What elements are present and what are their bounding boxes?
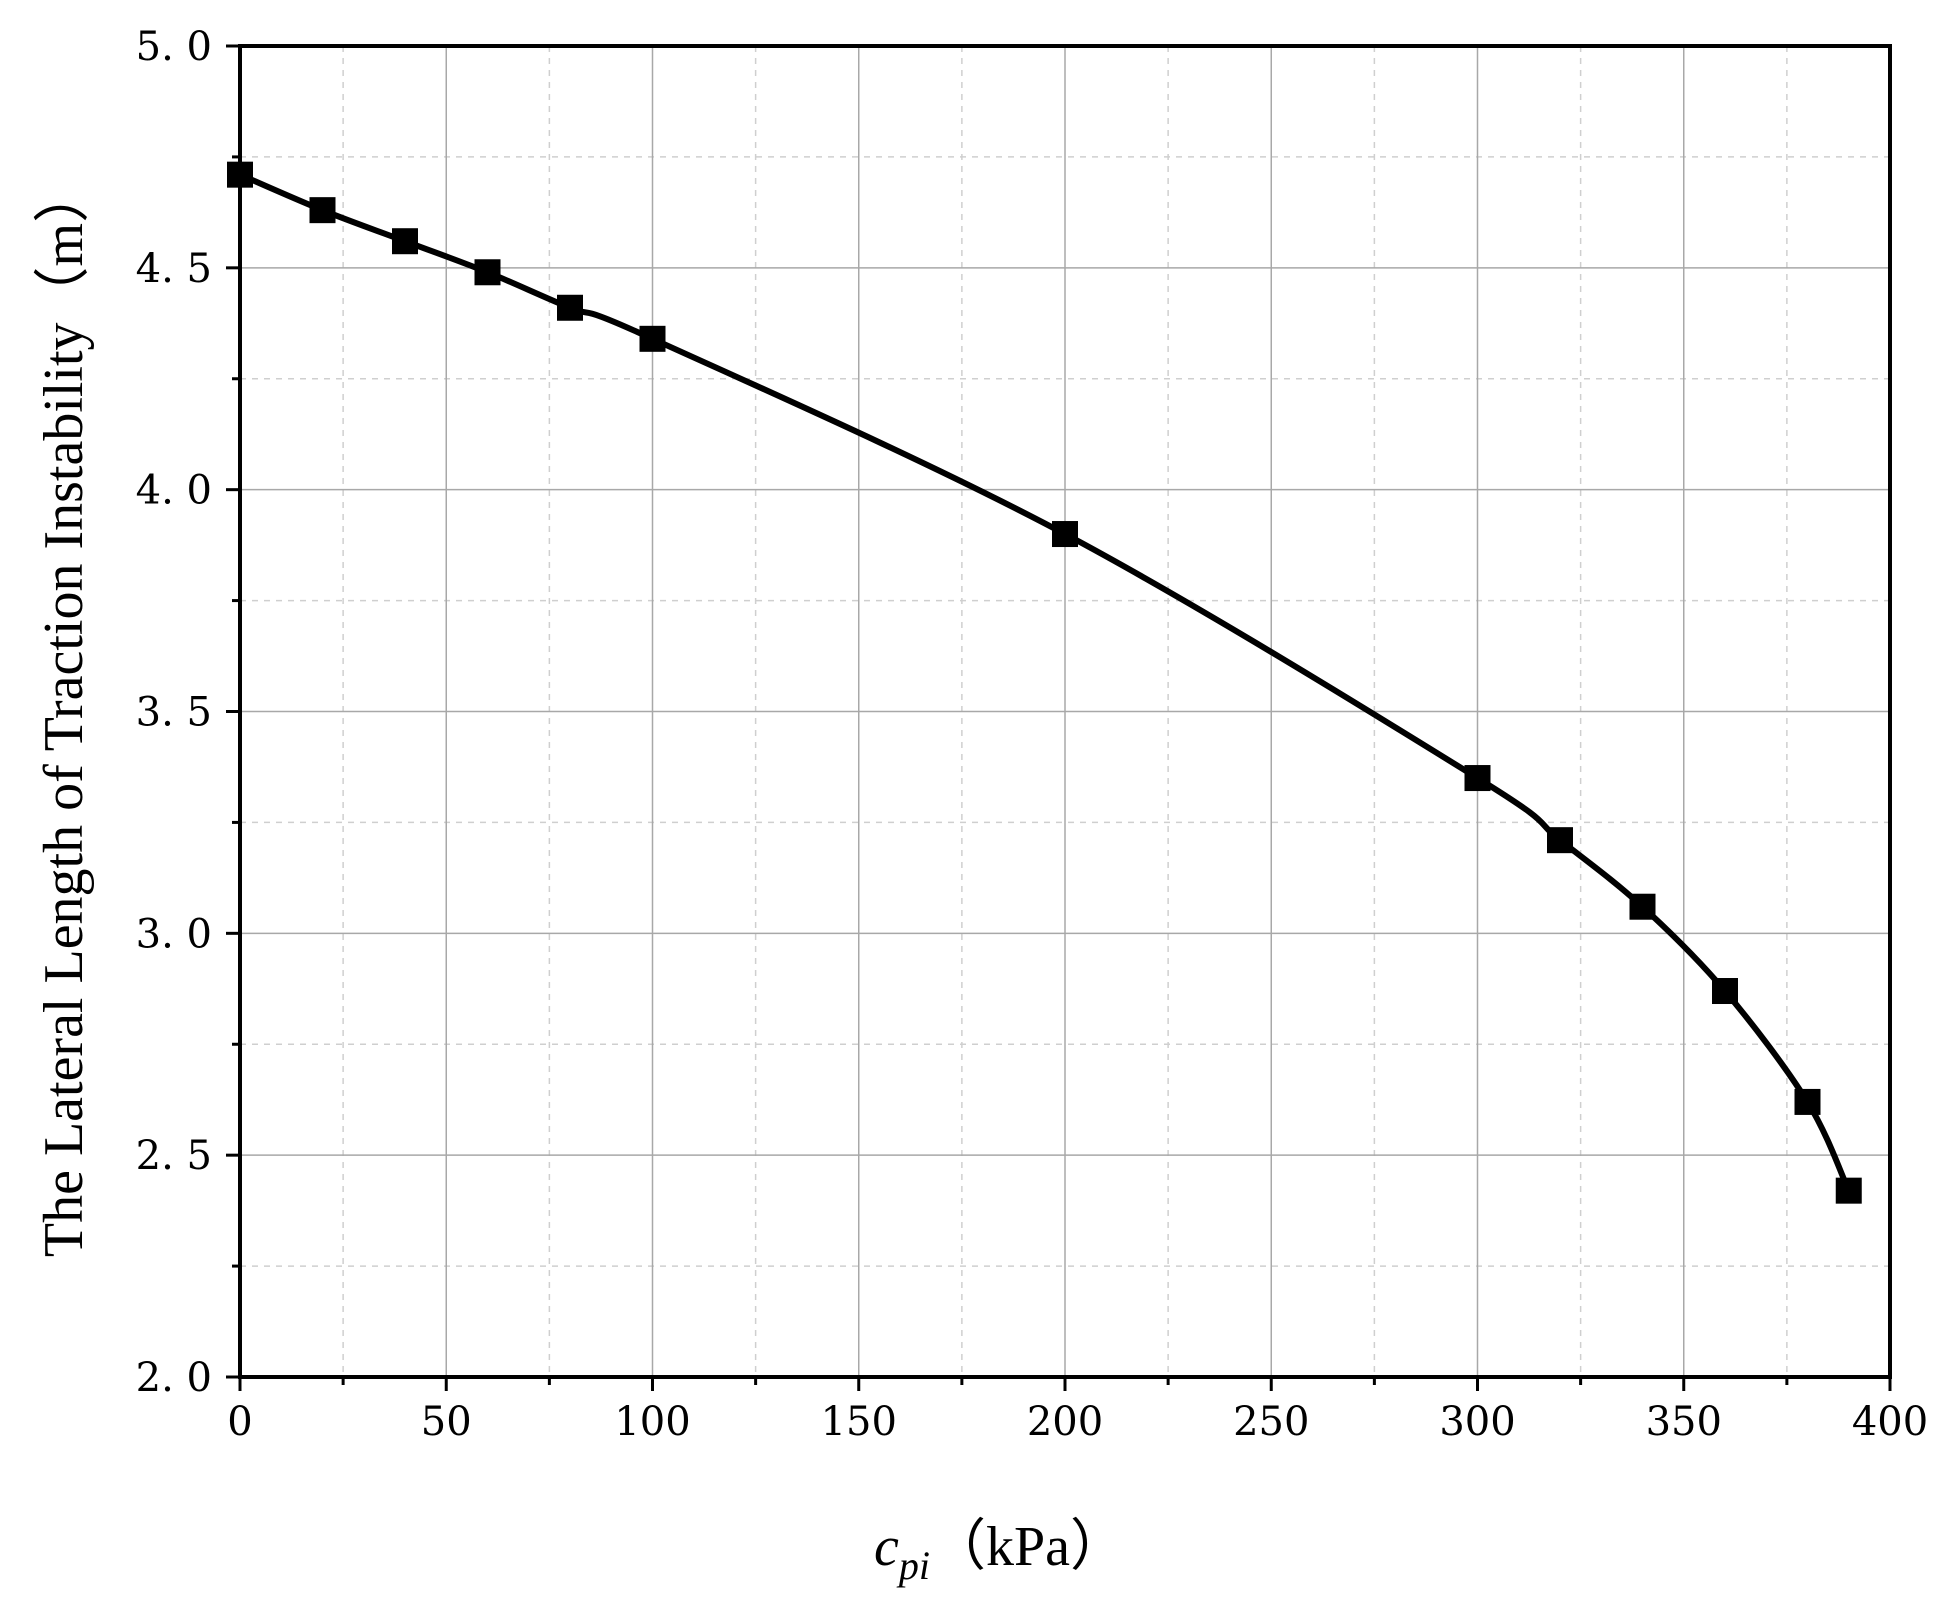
- x-axis-title: cpi（kPa）: [874, 1516, 1126, 1588]
- data-point-marker: [1464, 765, 1491, 792]
- data-series: [227, 161, 1862, 1204]
- x-tick-label: 300: [1439, 1399, 1515, 1445]
- x-tick-label: 0: [227, 1399, 252, 1445]
- x-tick-label: 350: [1646, 1399, 1722, 1445]
- data-point-marker: [1547, 827, 1573, 854]
- y-tick-label: 3. 5: [136, 690, 212, 736]
- x-tick-label: 50: [421, 1399, 472, 1445]
- data-point-marker: [557, 294, 583, 321]
- data-point-marker: [1712, 978, 1738, 1005]
- x-axis-unit: （kPa）: [930, 1516, 1126, 1578]
- y-tick-label: 4. 0: [136, 468, 212, 514]
- x-axis-symbol: c: [874, 1516, 899, 1578]
- y-tick-label: 3. 0: [136, 911, 212, 957]
- axes: 0 50 100 150 200 250 300 350 400 2. 0 2. 5 3. 0 3. 5…: [136, 24, 1929, 1445]
- y-tick-label: 4. 5: [136, 246, 212, 292]
- y-axis-title: The Lateral Length of Traction Instabili…: [33, 167, 95, 1257]
- data-point-marker: [1629, 893, 1656, 920]
- series-line: [238, 171, 1852, 1192]
- data-point-marker: [639, 325, 666, 352]
- data-point-marker: [309, 197, 336, 224]
- x-tick-label: 200: [1027, 1399, 1103, 1445]
- data-point-marker: [392, 228, 418, 255]
- data-point-marker: [1794, 1088, 1821, 1115]
- x-tick-label: 400: [1852, 1399, 1928, 1445]
- data-point-marker: [474, 259, 501, 286]
- data-point-marker: [1835, 1177, 1862, 1204]
- x-tick-label: 250: [1233, 1399, 1309, 1445]
- x-axis-subscript: pi: [896, 1543, 930, 1588]
- y-tick-label: 2. 5: [136, 1133, 212, 1179]
- y-tick-label: 5. 0: [136, 24, 212, 70]
- y-tick-label: 2. 0: [136, 1355, 212, 1401]
- x-tick-label: 150: [821, 1399, 897, 1445]
- data-point-marker: [1052, 521, 1078, 548]
- x-tick-label: 100: [614, 1399, 690, 1445]
